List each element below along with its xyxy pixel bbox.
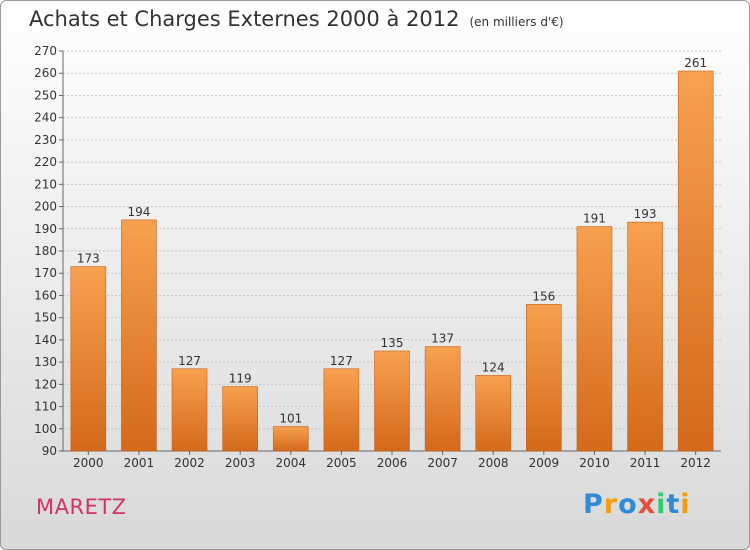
y-tick-label: 130 [34, 355, 57, 369]
data-label: 261 [684, 56, 707, 70]
data-label: 193 [634, 207, 657, 221]
y-tick-label: 160 [34, 288, 57, 302]
y-tick-label: 210 [34, 177, 57, 191]
y-tick-label: 90 [42, 444, 57, 458]
unit-label: (en milliers d'€) [469, 15, 564, 29]
x-tick-label: 2003 [225, 456, 256, 470]
data-label: 127 [330, 354, 353, 368]
bar [172, 368, 208, 451]
bar [273, 426, 309, 451]
chart-title: Achats et Charges Externes 2000 à 2012 (e… [29, 7, 564, 31]
bar [475, 375, 511, 451]
y-tick-label: 220 [34, 155, 57, 169]
bar [323, 368, 359, 451]
y-tick-label: 140 [34, 333, 57, 347]
x-tick-label: 2009 [529, 456, 560, 470]
x-tick-label: 2012 [680, 456, 711, 470]
data-label: 119 [229, 372, 252, 386]
x-tick-label: 2004 [275, 456, 306, 470]
data-label: 137 [431, 332, 454, 346]
y-tick-label: 180 [34, 244, 57, 258]
y-tick-label: 150 [34, 311, 57, 325]
y-tick-label: 270 [34, 44, 57, 58]
commune-name: MARETZ [36, 495, 127, 519]
x-tick-label: 2005 [326, 456, 357, 470]
x-tick-label: 2011 [630, 456, 661, 470]
bar [678, 71, 714, 451]
x-tick-label: 2002 [174, 456, 205, 470]
x-tick-label: 2008 [478, 456, 509, 470]
data-label: 127 [178, 354, 201, 368]
data-label: 156 [532, 289, 555, 303]
data-label: 173 [77, 252, 100, 266]
logo-letter: r [603, 489, 619, 520]
logo-letter: P [583, 489, 604, 520]
data-label: 135 [381, 336, 404, 350]
y-tick-label: 250 [34, 88, 57, 102]
bar [627, 222, 663, 451]
y-tick-label: 110 [34, 400, 57, 414]
bar [121, 219, 157, 451]
y-tick-label: 240 [34, 111, 57, 125]
data-label: 191 [583, 212, 606, 226]
data-label: 101 [279, 412, 302, 426]
bar [222, 386, 258, 451]
logo-letter: i [656, 489, 667, 520]
bar [526, 304, 562, 451]
bar [576, 226, 612, 451]
data-label: 194 [127, 205, 150, 219]
x-tick-label: 2010 [579, 456, 610, 470]
x-tick-label: 2006 [377, 456, 408, 470]
bar [70, 266, 106, 451]
logo-letter: t [666, 489, 681, 520]
y-tick-label: 260 [34, 66, 57, 80]
y-tick-label: 200 [34, 200, 57, 214]
y-tick-label: 120 [34, 377, 57, 391]
logo-letter: x [637, 489, 657, 520]
y-tick-label: 100 [34, 422, 57, 436]
bar [425, 346, 461, 451]
y-tick-label: 230 [34, 133, 57, 147]
logo-letter: o [618, 489, 638, 520]
logo-letter: i [680, 489, 691, 520]
data-label: 124 [482, 360, 505, 374]
title-text: Achats et Charges Externes 2000 à 2012 [29, 7, 460, 31]
x-tick-label: 2007 [427, 456, 458, 470]
x-tick-label: 2001 [124, 456, 155, 470]
y-tick-label: 190 [34, 222, 57, 236]
bar [374, 351, 410, 451]
y-tick-label: 170 [34, 266, 57, 280]
x-tick-label: 2000 [73, 456, 104, 470]
proxiti-logo: Proxiti [583, 489, 691, 520]
